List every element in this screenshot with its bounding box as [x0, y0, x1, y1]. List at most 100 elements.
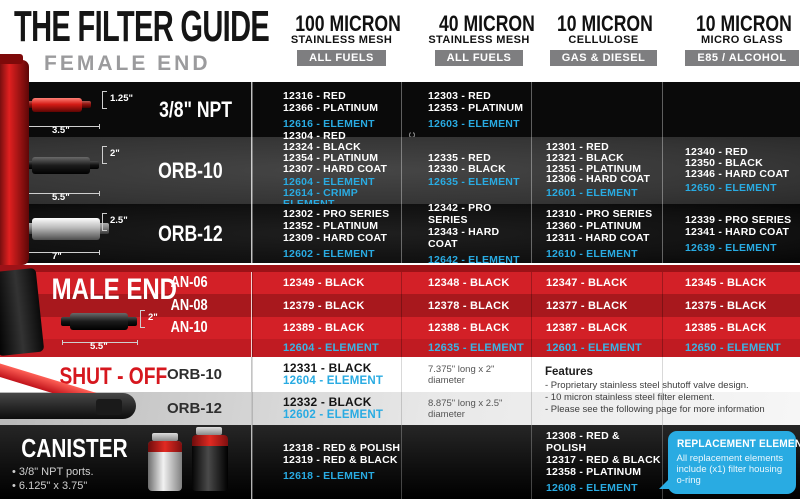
dim-bracket-h [24, 250, 100, 255]
column-header-100-micron: 100 MICRON STAINLESS MESH ALL FUELS [252, 0, 401, 82]
cell-orb12-100micron: 12302 - PRO SERIES 12352 - PLATINUM 12309 … [252, 204, 401, 263]
part-number: 12309 - HARD COAT [283, 231, 388, 244]
part-number: 12387 - BLACK [546, 322, 628, 334]
part-number: 12350 - BLACK [685, 157, 763, 170]
element-number: 12650 - ELEMENT [685, 181, 777, 194]
shut-off-section: SHUT - OFF ORB-10 12331 - BLACK 12604 - … [0, 357, 800, 425]
row-label-zone: CANISTER • 3/8" NPT ports. • 6.125" x 3.7… [0, 425, 252, 499]
male-end-heading: MALE END [51, 273, 178, 306]
dim-bracket-h [62, 340, 138, 345]
row-an08: AN-08 12379 - BLACK 12378 - BLACK 12377 … [0, 294, 800, 317]
media-type: CELLULOSE [568, 34, 639, 46]
cell-38npt-10micron-cellulose [531, 82, 662, 137]
element-number: 12604 - ELEMENT [283, 176, 375, 189]
part-number: 12354 - PLATINUM [283, 151, 379, 164]
row-label: ORB-12 [158, 220, 223, 246]
canister-spec: • 6.125" x 3.75" [12, 480, 88, 492]
micron-rating: 100 MICRON [295, 11, 401, 36]
size-note: 8.875" long x 2.5" diameter [428, 397, 503, 420]
element-number: 12616 - ELEMENT [283, 117, 375, 130]
cell-orb10-10micron-microglass: 12340 - RED 12350 - BLACK 12346 - HARD COA… [662, 137, 800, 204]
canister-section: CANISTER • 3/8" NPT ports. • 6.125" x 3.7… [0, 425, 800, 499]
row-label-zone: 1.25" 3.5" 3/8" NPT [0, 82, 252, 137]
callout-body: All replacement elements include (x1) fi… [676, 452, 784, 486]
column-header-40-micron: 40 MICRON STAINLESS MESH ALL FUELS [401, 0, 535, 82]
part-number: 12346 - HARD COAT [685, 168, 790, 180]
page-title: THE FILTER GUIDE [14, 2, 270, 51]
column-headers: 100 MICRON STAINLESS MESH ALL FUELS 40 M… [252, 0, 800, 82]
row-label: ORB-10 [167, 366, 223, 383]
part-number: 12385 - BLACK [685, 322, 767, 334]
dim-bracket-v [102, 146, 107, 164]
media-type: STAINLESS MESH [290, 34, 393, 46]
column-header-10-micron-cellulose: 10 MICRON CELLULOSE GAS & DIESEL [531, 0, 662, 82]
element-number: 12603 - ELEMENT [428, 117, 520, 130]
element-number: 12604 - ELEMENT [283, 342, 379, 354]
canister-heading: CANISTER [21, 433, 128, 463]
part-number: 12324 - BLACK [283, 141, 361, 154]
part-number: 12378 - BLACK [428, 299, 510, 312]
row-label: ORB-12 [167, 400, 223, 417]
part-number: 12306 - HARD COAT [546, 173, 651, 186]
canister-spec: • 3/8" NPT ports. [12, 466, 94, 478]
element-number: 12650 - ELEMENT [685, 342, 781, 354]
part-number: 12331 - BLACK [283, 360, 372, 375]
part-number: 12341 - HARD COAT [685, 225, 790, 238]
part-number: 12366 - PLATINUM [283, 101, 379, 114]
red-filter-photo [0, 54, 29, 265]
part-number: 12343 - HARD COAT [428, 225, 500, 250]
shut-off-heading: SHUT - OFF [59, 363, 168, 390]
element-number: 12604 - ELEMENT [283, 374, 384, 387]
filter-photo [32, 97, 82, 112]
part-number: 12318 - RED & POLISH [283, 442, 401, 454]
element-number: 12610 - ELEMENT [546, 247, 638, 260]
cell-orb12-10micron-cellulose: 12310 - PRO SERIES 12360 - PLATINUM 12311 … [531, 204, 662, 263]
female-end-heading: FEMALE END [44, 52, 211, 75]
part-number: 12335 - RED [428, 151, 491, 164]
cell-canister-100micron: 12318 - RED & POLISH 12319 - RED & BLACK … [252, 425, 401, 499]
fuel-badge: ALL FUELS [434, 50, 524, 66]
cell-38npt-100micron: 12316 - RED 12366 - PLATINUM 12616 - ELEM… [252, 82, 401, 137]
row-label: AN-08 [170, 296, 208, 314]
size-note: 7.375" long x 2" diameter [428, 363, 495, 386]
part-number: 12308 - RED & POLISH [546, 430, 620, 454]
row-orb10: 2" 5.5" ORB-10 12304 - RED 12324 - BLACK 1… [0, 131, 800, 209]
part-number: 12301 - RED [546, 141, 609, 153]
fuel-badge: GAS & DIESEL [549, 50, 658, 66]
micron-rating: 10 MICRON [556, 11, 653, 36]
element-number: 12601 - ELEMENT [546, 187, 638, 200]
cell-canister-10micron-cellulose: 12308 - RED & POLISH 12317 - RED & BLACK 1… [531, 425, 662, 499]
micron-rating: 10 MICRON [695, 11, 792, 36]
part-number: 12332 - BLACK [283, 394, 372, 409]
part-number: 12351 - PLATINUM [546, 162, 642, 175]
fuel-badge: ALL FUELS [297, 50, 386, 66]
dim-bracket-v [102, 213, 107, 231]
feature-item: - 10 micron stainless steel filter eleme… [545, 392, 715, 403]
element-number: 12639 - ELEMENT [685, 241, 777, 254]
row-male-elements: 12604 - ELEMENT 12635 - ELEMENT 12601 - … [0, 339, 800, 357]
part-number: 12311 - HARD COAT [546, 231, 650, 244]
part-number: 12317 - RED & BLACK [546, 454, 661, 466]
filter-photo [32, 217, 100, 240]
media-type: STAINLESS MESH [428, 34, 530, 46]
part-number: 12348 - BLACK [428, 277, 510, 289]
part-number: 12302 - PRO SERIES [283, 207, 390, 220]
part-number: 12375 - BLACK [685, 299, 767, 312]
filter-photo [70, 313, 128, 330]
micron-rating: 40 MICRON [438, 11, 535, 36]
dim-length: 5.5" [90, 341, 108, 352]
row-an06: AN-06 12349 - BLACK 12348 - BLACK 12347 … [0, 272, 800, 294]
product-diagram-orb10: 2" 5.5" [0, 137, 150, 204]
part-number: 12389 - BLACK [283, 322, 365, 334]
part-number: 12339 - PRO SERIES [685, 213, 792, 226]
element-number: 12602 - ELEMENT [283, 247, 375, 260]
cell-orb10-100micron: 12304 - RED 12324 - BLACK 12354 - PLATINUM… [252, 131, 401, 209]
dim-height: 2.5" [110, 215, 128, 226]
black-canister-photo [192, 427, 228, 491]
cell-orb12-10micron-microglass: 12339 - PRO SERIES 12341 - HARD COAT 1263… [662, 204, 800, 263]
